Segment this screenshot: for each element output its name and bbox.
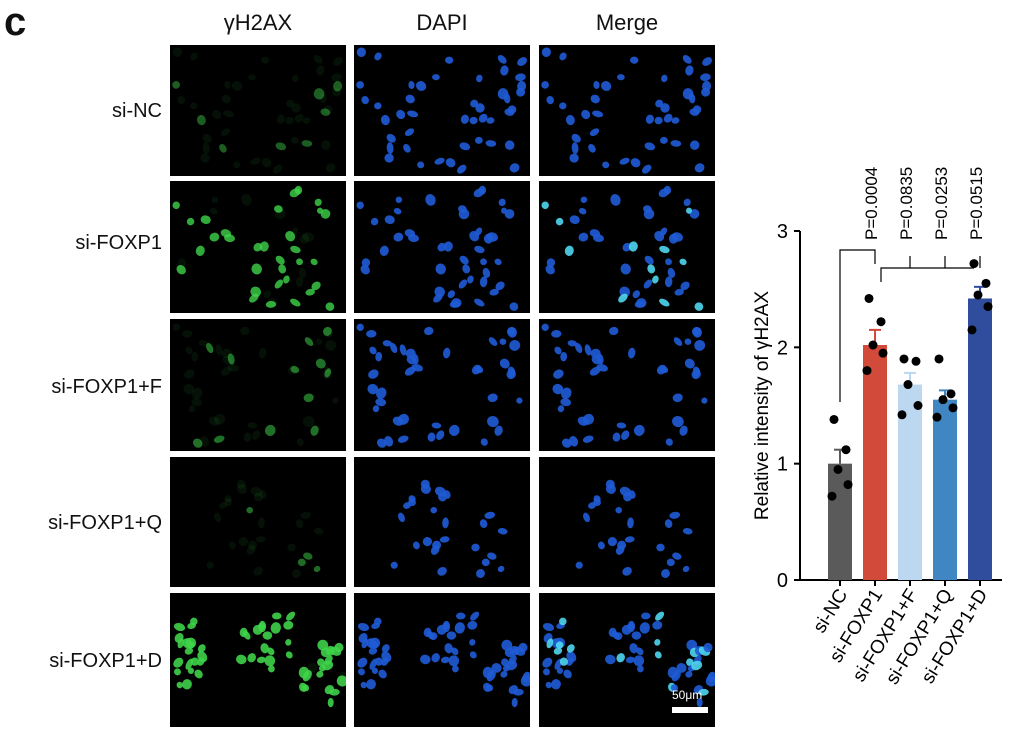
p-value-annotation: P=0.0835 [897,167,916,240]
data-point [969,259,979,269]
data-point [897,410,907,420]
micrograph-si-foxp1-q-merge [539,457,715,587]
data-point [868,340,878,350]
p-value-annotation: P=0.0253 [932,167,951,240]
micrograph-si-foxp1-q-dapi [354,457,530,587]
data-point [973,290,983,300]
row-label-si-foxp1-f: si-FOXP1+F [51,376,162,398]
row-label-si-foxp1: si-FOXP1 [75,232,162,254]
y-tick-label: 0 [777,570,788,592]
micrograph-si-foxp1-f-merge [539,319,715,451]
data-point [864,293,874,303]
bar-si-foxp1 [863,345,887,580]
column-label-dapi: DAPI [416,10,468,35]
micrograph-si-nc-merge [539,45,715,176]
data-point [829,414,839,424]
data-point [833,464,843,474]
row-label-si-foxp1-d: si-FOXP1+D [49,650,162,672]
scale-bar [672,707,708,713]
y-axis-label: Relative intensity of γH2AX [752,291,773,520]
y-tick-label: 3 [777,221,788,243]
bar-si-foxp1-d [968,298,992,580]
data-point [983,302,993,312]
data-point [843,480,853,490]
data-point [932,412,942,422]
micrograph-si-foxp1-d-merge [539,593,715,727]
row-label-si-nc: si-NC [112,100,162,122]
micrograph-si-foxp1-d-gamma-h2ax [170,593,346,727]
data-point [878,348,888,358]
data-point [903,380,913,390]
significance-bracket [839,249,876,403]
y-tick-label: 1 [777,454,788,476]
micrograph-si-foxp1-gamma-h2ax [170,181,346,313]
data-point [876,317,886,327]
micrograph-si-foxp1-dapi [354,181,530,313]
data-point [841,445,851,455]
micrograph-si-foxp1-d-dapi [354,593,530,727]
data-point [946,389,956,399]
micrograph-si-foxp1-q-gamma-h2ax [170,457,346,587]
data-point [967,325,977,335]
micrograph-si-nc-dapi [354,45,530,176]
data-point [934,354,944,364]
micrograph-si-foxp1-f-dapi [354,319,530,451]
micrograph-si-foxp1-f-gamma-h2ax [170,319,346,451]
data-point [981,278,991,288]
panel-letter: c [4,0,27,44]
data-point [827,491,837,501]
data-point [899,354,909,364]
scale-bar-label: 50μm [672,688,703,702]
p-value-annotation: P=0.0004 [862,167,881,240]
significance-bracket [880,267,974,282]
micrograph-si-foxp1-merge [539,181,715,313]
data-point [938,395,948,405]
data-point [948,403,958,413]
row-label-si-foxp1-q: si-FOXP1+Q [48,512,162,534]
data-point [862,366,872,376]
micrograph-si-nc-gamma-h2ax [170,45,346,176]
y-tick-label: 2 [777,337,788,359]
data-point [911,356,921,366]
column-label-merge: Merge [595,10,659,35]
column-label-gamma-h2ax: γH2AX [223,10,293,35]
bar-si-foxp1-q [933,399,957,580]
p-value-annotation: P=0.0515 [967,167,986,240]
data-point [913,401,923,410]
